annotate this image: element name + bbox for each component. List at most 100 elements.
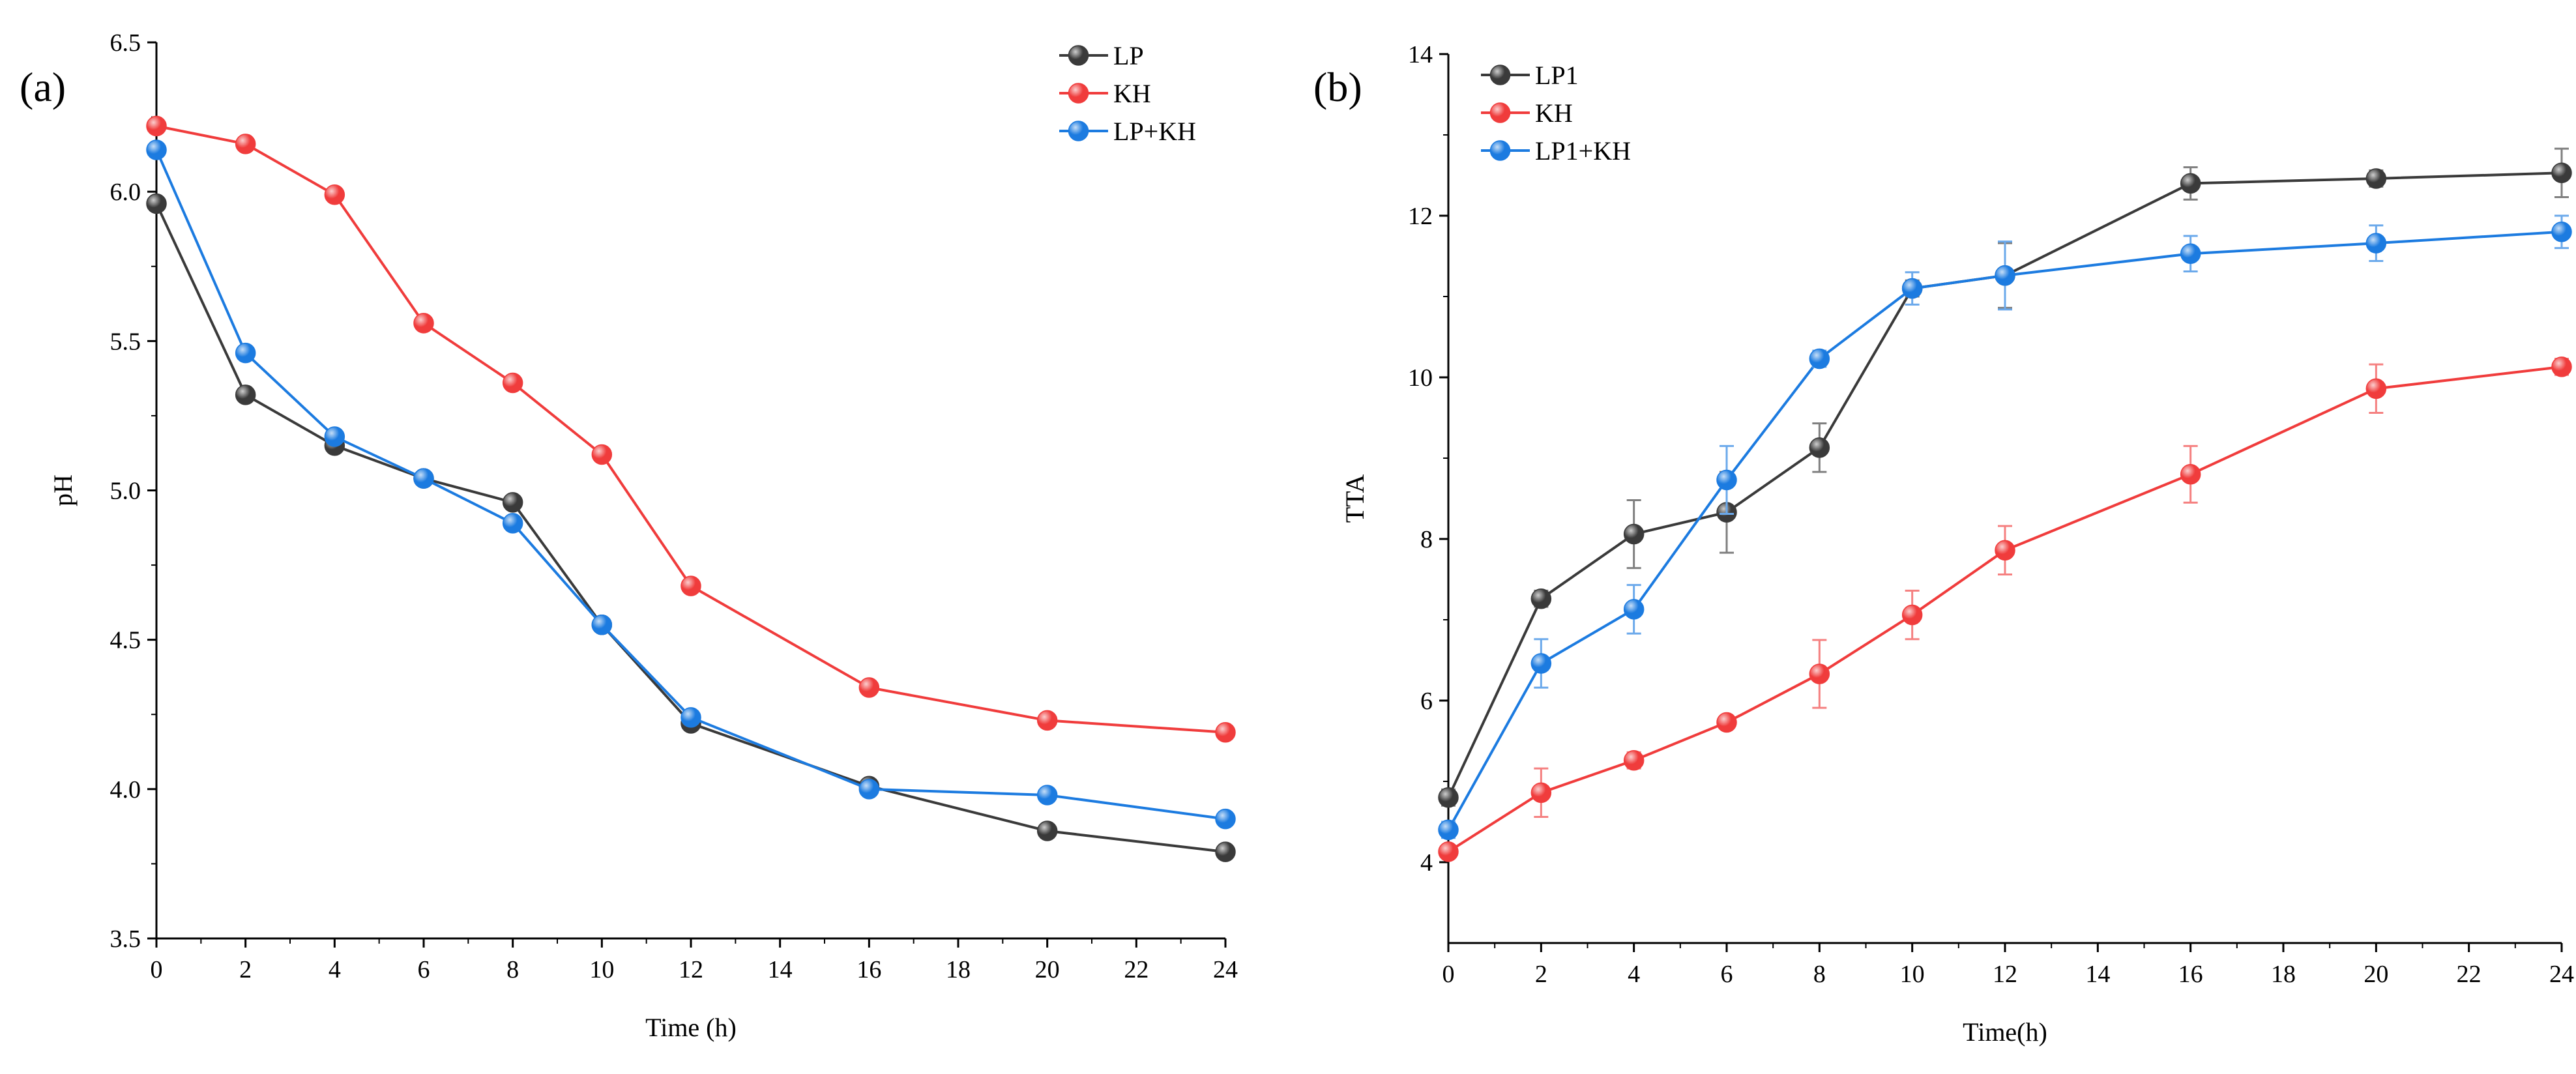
data-point: [2180, 464, 2201, 485]
legend-marker: [1489, 65, 1511, 85]
data-point: [1036, 820, 1058, 841]
x-tick-label: 14: [2085, 961, 2110, 988]
data-point: [1438, 819, 1459, 841]
x-tick-label: 22: [1124, 956, 1149, 983]
y-tick-label: 8: [1420, 526, 1433, 553]
data-point: [591, 444, 613, 465]
x-tick-label: 16: [856, 956, 881, 983]
data-point: [235, 385, 256, 405]
x-tick-label: 16: [2178, 961, 2203, 988]
series-lp: [146, 193, 1236, 862]
data-point: [591, 615, 613, 635]
y-tick-label: 5.5: [110, 328, 141, 355]
data-point: [858, 779, 880, 800]
x-tick-label: 6: [418, 956, 430, 983]
x-tick-label: 2: [1535, 961, 1547, 988]
data-point: [413, 468, 434, 489]
y-tick-label: 12: [1408, 203, 1433, 230]
x-tick-label: 0: [151, 956, 163, 983]
series-kh: [1438, 356, 2572, 862]
data-point: [1623, 599, 1645, 620]
series-line: [155, 149, 1226, 820]
legend-marker: [1068, 83, 1089, 104]
data-point: [858, 677, 880, 698]
legend-label: LP+KH: [1113, 117, 1196, 146]
data-point: [324, 426, 345, 447]
legend-marker: [1489, 102, 1511, 123]
data-point: [146, 115, 167, 137]
data-point: [1530, 782, 1552, 804]
data-point: [2180, 173, 2201, 194]
x-tick-label: 0: [1442, 961, 1455, 988]
data-point: [2365, 168, 2387, 189]
data-point: [235, 342, 256, 364]
data-point: [413, 313, 434, 334]
legend-label: LP1+KH: [1535, 136, 1631, 166]
legend-marker: [1489, 140, 1511, 161]
y-tick-label: 6.0: [110, 179, 141, 206]
data-point: [2551, 162, 2572, 184]
x-tick-label: 4: [1628, 961, 1640, 988]
y-tick-label: 4: [1420, 849, 1433, 877]
data-point: [2180, 243, 2201, 265]
data-point: [235, 134, 256, 154]
series-kh: [146, 115, 1236, 743]
series-line: [1447, 230, 2562, 831]
x-tick-label: 8: [506, 956, 519, 983]
data-point: [2551, 222, 2572, 242]
data-point: [1901, 278, 1923, 299]
chart-panel-b: 0 2 4 6 8 10 12 14 16 18 20 22 24468101214Time(h)TTA…: [1313, 41, 2574, 1047]
x-tick-label: 18: [946, 956, 971, 983]
data-point: [1901, 604, 1923, 626]
data-point: [1036, 785, 1058, 806]
y-tick-label: 5.0: [110, 478, 141, 505]
x-tick-label: 20: [2364, 961, 2388, 988]
data-point: [146, 193, 167, 214]
legend-label: KH: [1535, 98, 1573, 128]
x-tick-label: 18: [2271, 961, 2296, 988]
series-line: [1447, 365, 2562, 853]
data-point: [502, 492, 523, 513]
y-tick-label: 3.5: [110, 925, 141, 953]
x-tick-label: 10: [589, 956, 614, 983]
series-line: [155, 203, 1226, 854]
data-point: [502, 372, 523, 394]
x-tick-label: 12: [679, 956, 703, 983]
data-point: [1215, 841, 1236, 862]
chart-panel-a: 0 2 4 6 8 10 12 14 16 18 20 22 243.54.04.55.05.56.06…: [20, 29, 1238, 1042]
x-tick-label: 20: [1035, 956, 1060, 983]
data-point: [146, 139, 167, 160]
y-tick-label: 4.5: [110, 627, 141, 654]
legend-label: LP: [1113, 41, 1144, 70]
x-tick-label: 14: [768, 956, 793, 983]
data-point: [1716, 712, 1737, 733]
legend-marker: [1068, 121, 1089, 141]
x-tick-label: 22: [2457, 961, 2481, 988]
series-line: [156, 124, 1226, 734]
data-point: [681, 575, 701, 596]
y-tick-label: 4.0: [110, 776, 141, 804]
legend-marker: [1068, 45, 1089, 66]
data-point: [1809, 348, 1830, 370]
y-tick-label: 6.5: [110, 29, 141, 57]
data-point: [2551, 356, 2572, 377]
data-point: [1530, 653, 1552, 674]
data-point: [1623, 750, 1645, 771]
y-axis-title: pH: [48, 474, 78, 506]
data-point: [1623, 523, 1645, 545]
data-point: [324, 184, 345, 205]
data-point: [681, 707, 701, 728]
x-tick-label: 2: [239, 956, 252, 983]
data-point: [2365, 378, 2387, 399]
data-point: [1995, 265, 2015, 286]
data-point: [502, 513, 523, 534]
x-axis-title: Time (h): [645, 1013, 737, 1042]
x-tick-label: 4: [329, 956, 341, 983]
data-point: [1809, 437, 1830, 458]
data-point: [1215, 808, 1236, 830]
data-point: [1530, 588, 1552, 609]
x-tick-label: 12: [1993, 961, 2017, 988]
x-tick-label: 8: [1813, 961, 1826, 988]
data-point: [1995, 540, 2015, 561]
